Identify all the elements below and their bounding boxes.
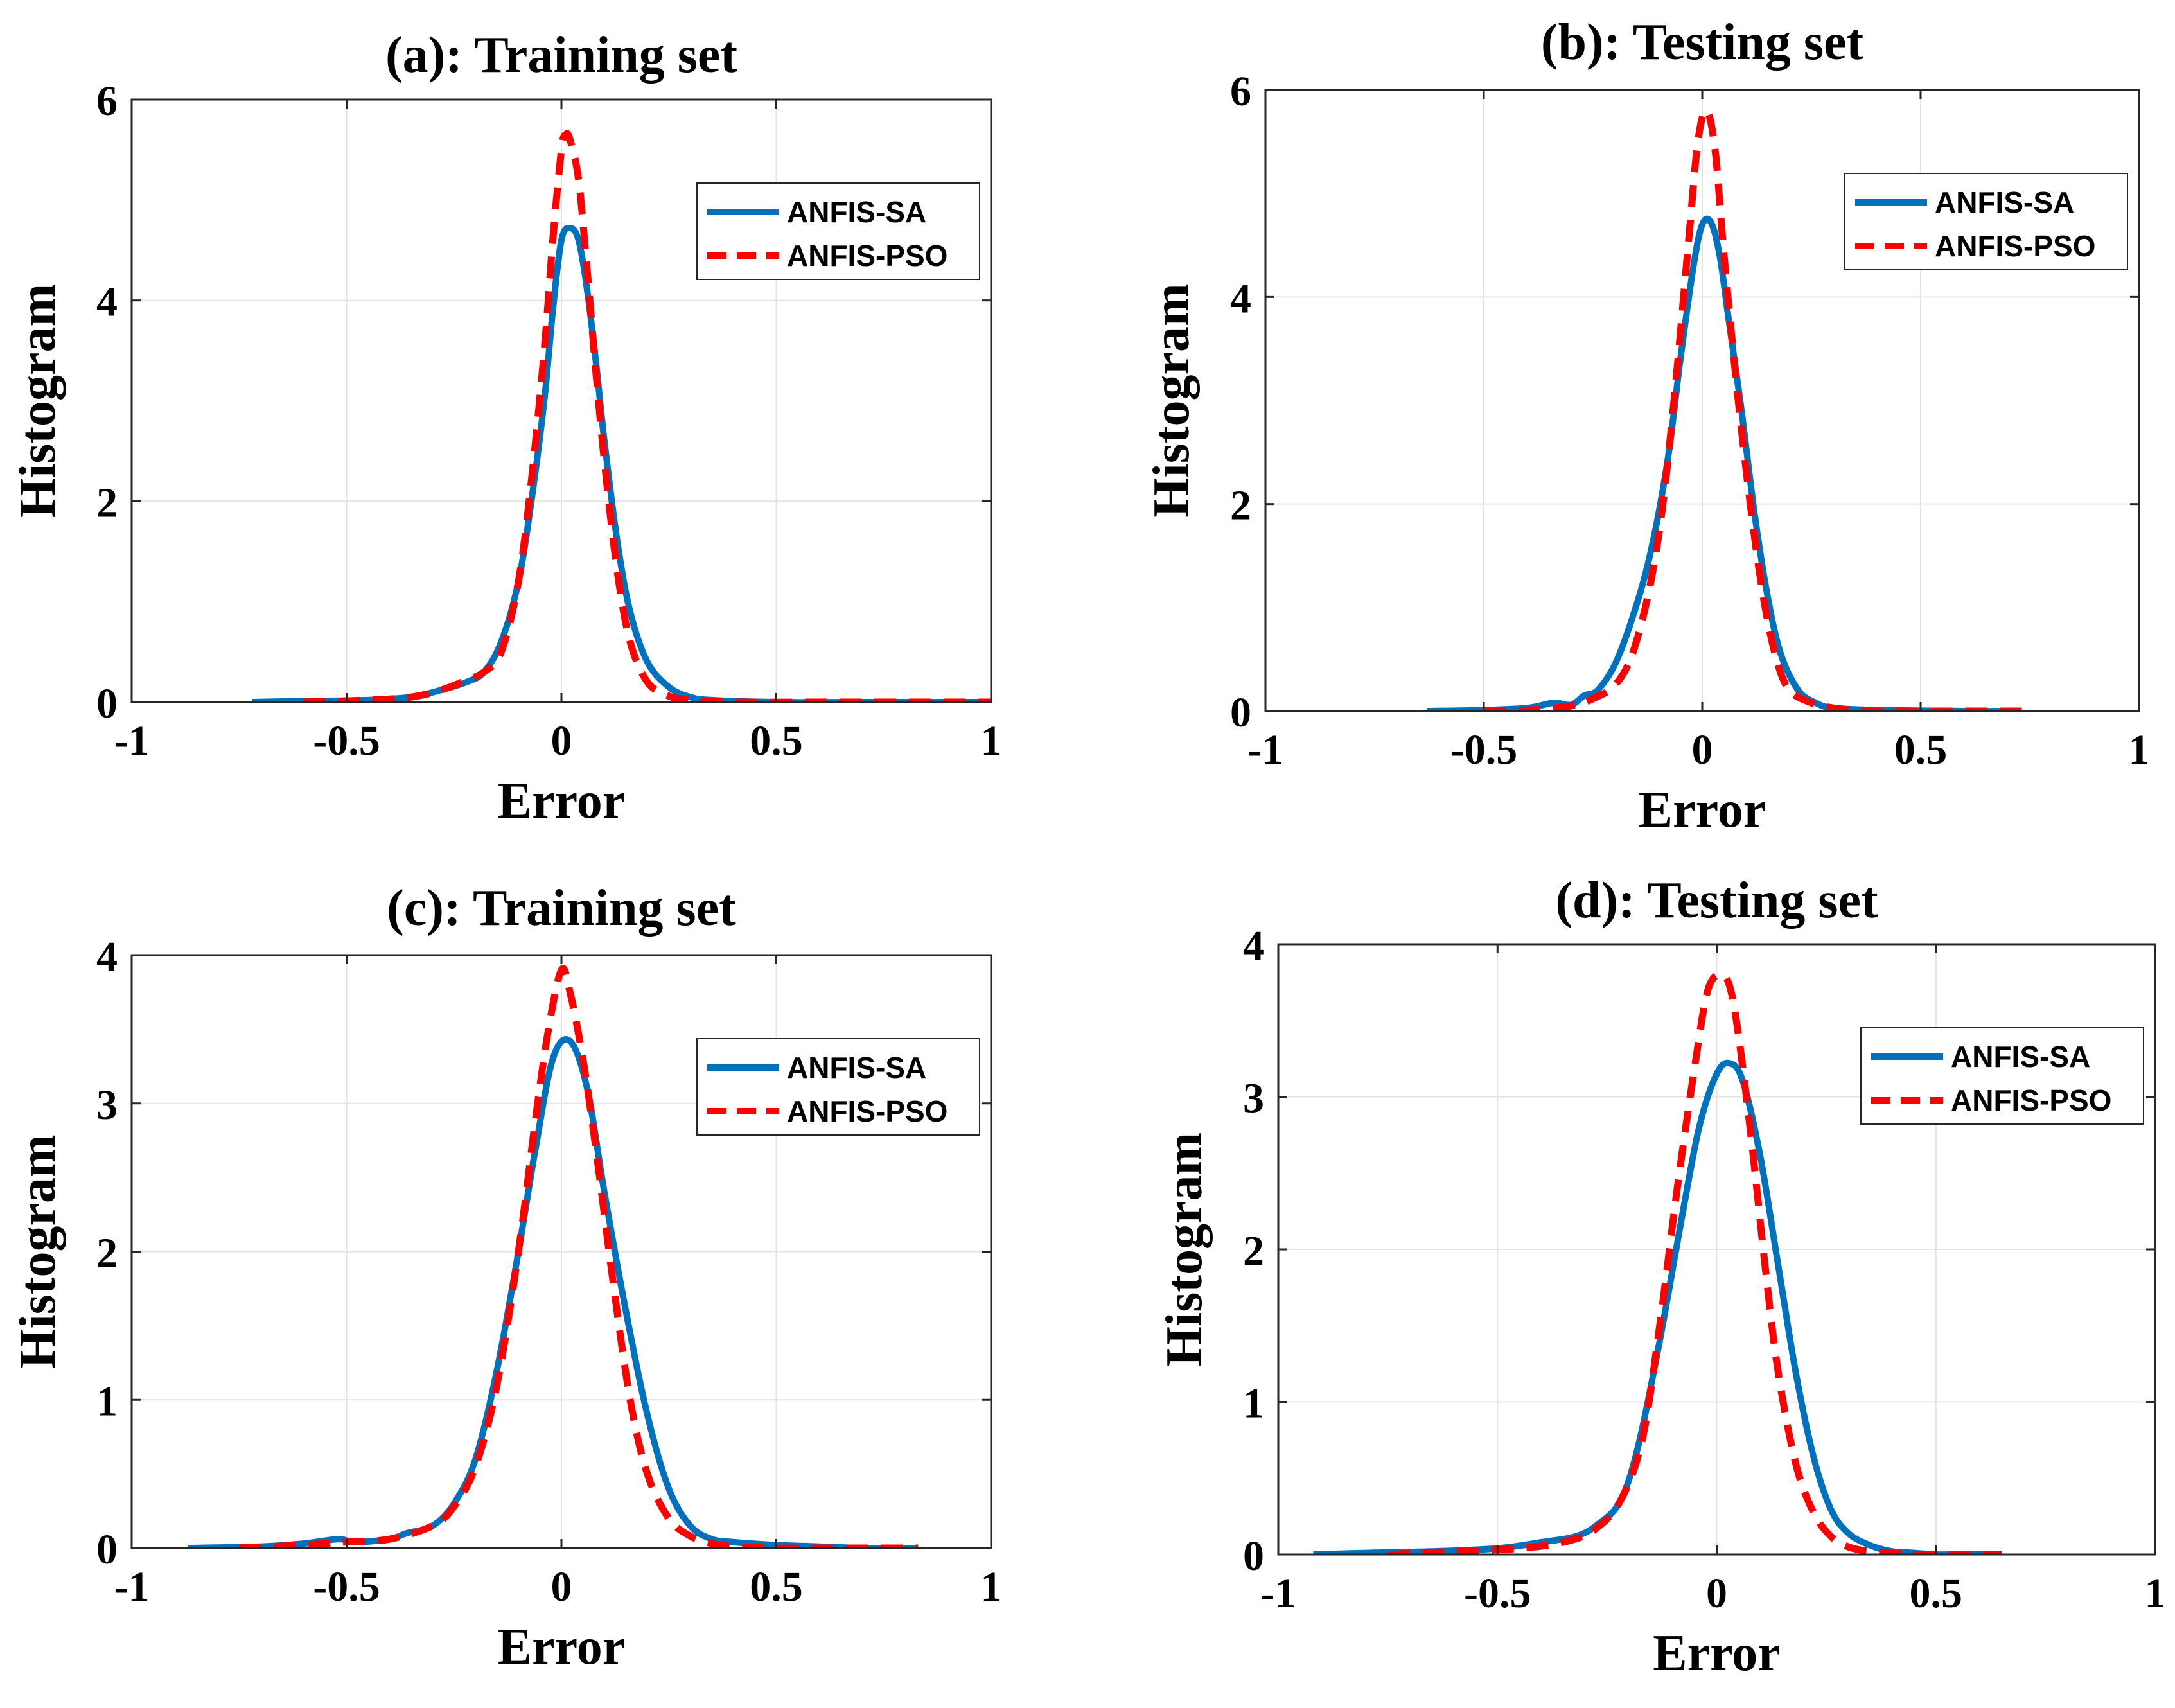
y-tick-label: 3 xyxy=(1243,1075,1264,1122)
y-tick-label: 4 xyxy=(96,933,118,980)
chart-title: (a): Training set xyxy=(385,27,737,84)
y-axis-label: Histogram xyxy=(10,1134,66,1368)
x-tick-label: -1 xyxy=(114,718,150,764)
legend-label-anfis-sa: ANFIS-SA xyxy=(1935,186,2074,219)
y-axis-label: Histogram xyxy=(10,284,66,518)
x-tick-label: 0.5 xyxy=(750,718,803,764)
y-tick-label: 4 xyxy=(1243,922,1264,969)
legend-box xyxy=(696,1038,980,1136)
x-tick-label: 1 xyxy=(981,1563,1002,1610)
series-line-anfis-pso xyxy=(303,130,991,702)
x-tick-label: 0 xyxy=(551,718,572,764)
y-tick-label: 2 xyxy=(1243,1228,1264,1274)
y-tick-label: 2 xyxy=(1230,482,1251,529)
y-tick-label: 4 xyxy=(96,279,118,326)
y-axis-label: Histogram xyxy=(1143,283,1200,517)
y-tick-label: 0 xyxy=(96,680,118,727)
legend-label-anfis-pso: ANFIS-PSO xyxy=(1951,1084,2111,1117)
legend-label-anfis-sa: ANFIS-SA xyxy=(787,195,926,229)
x-tick-label: 0 xyxy=(1706,1570,1727,1617)
legend-label-anfis-pso: ANFIS-PSO xyxy=(787,239,947,272)
legend-box xyxy=(1860,1027,2144,1125)
x-tick-label: -0.5 xyxy=(313,718,380,764)
y-tick-label: 2 xyxy=(96,479,118,526)
legend-label-anfis-pso: ANFIS-PSO xyxy=(787,1095,947,1128)
x-axis-label: Error xyxy=(1639,782,1766,838)
x-axis-label: Error xyxy=(498,1619,625,1675)
y-tick-label: 2 xyxy=(96,1230,118,1277)
legend-label-anfis-sa: ANFIS-SA xyxy=(1951,1040,2090,1073)
x-tick-label: -1 xyxy=(1248,726,1283,773)
y-tick-label: 0 xyxy=(1243,1533,1264,1580)
legend-label-anfis-pso: ANFIS-PSO xyxy=(1935,229,2095,263)
series-line-anfis-pso xyxy=(239,965,919,1548)
x-tick-label: 1 xyxy=(981,718,1002,764)
legend-box xyxy=(1844,173,2128,270)
chart-panel-b: -1 -0.5 0 0.5 1 0 2 4 6 (b): Testing set Error Hist… xyxy=(1143,14,2150,838)
x-tick-label: 0 xyxy=(551,1563,572,1610)
y-tick-label: 3 xyxy=(96,1082,118,1129)
y-tick-label: 4 xyxy=(1230,275,1251,322)
x-axis-label: Error xyxy=(498,773,625,829)
y-tick-label: 0 xyxy=(96,1526,118,1573)
series-line-anfis-sa xyxy=(252,225,991,702)
chart-panel-c: -1 -0.5 0 0.5 1 0 1 2 3 4 (c): Training set Error Hi… xyxy=(10,880,1002,1675)
x-tick-label: -1 xyxy=(114,1563,150,1610)
series-line-anfis-sa xyxy=(1313,1059,1989,1554)
y-tick-label: 1 xyxy=(96,1378,118,1425)
y-tick-label: 6 xyxy=(96,78,118,125)
x-tick-label: -0.5 xyxy=(1450,726,1517,773)
chart-title: (d): Testing set xyxy=(1555,872,1878,929)
chart-title: (b): Testing set xyxy=(1541,14,1864,71)
y-axis-label: Histogram xyxy=(1156,1132,1213,1366)
legend-label-anfis-sa: ANFIS-SA xyxy=(787,1051,926,1084)
x-tick-label: 1 xyxy=(2145,1570,2166,1617)
x-axis-label: Error xyxy=(1653,1625,1780,1682)
x-tick-label: 0.5 xyxy=(1910,1570,1963,1617)
x-tick-label: 0 xyxy=(1692,726,1713,773)
chart-title: (c): Training set xyxy=(387,880,736,937)
y-tick-label: 0 xyxy=(1230,689,1251,736)
x-tick-label: 0.5 xyxy=(750,1563,803,1610)
x-tick-label: -0.5 xyxy=(313,1563,380,1610)
chart-panel-a: -1 -0.5 0 0.5 1 0 2 4 6 (a): Training set Error His… xyxy=(10,27,1002,829)
x-tick-label: 1 xyxy=(2129,726,2150,773)
chart-panel-d: -1 -0.5 0 0.5 1 0 1 2 3 4 (d): Testing set Error His… xyxy=(1156,872,2166,1682)
x-tick-label: -1 xyxy=(1261,1570,1296,1617)
y-tick-label: 6 xyxy=(1230,68,1251,115)
y-tick-label: 1 xyxy=(1243,1380,1264,1427)
legend-box xyxy=(696,182,980,280)
x-tick-label: 0.5 xyxy=(1894,726,1948,773)
x-tick-label: -0.5 xyxy=(1464,1570,1531,1617)
